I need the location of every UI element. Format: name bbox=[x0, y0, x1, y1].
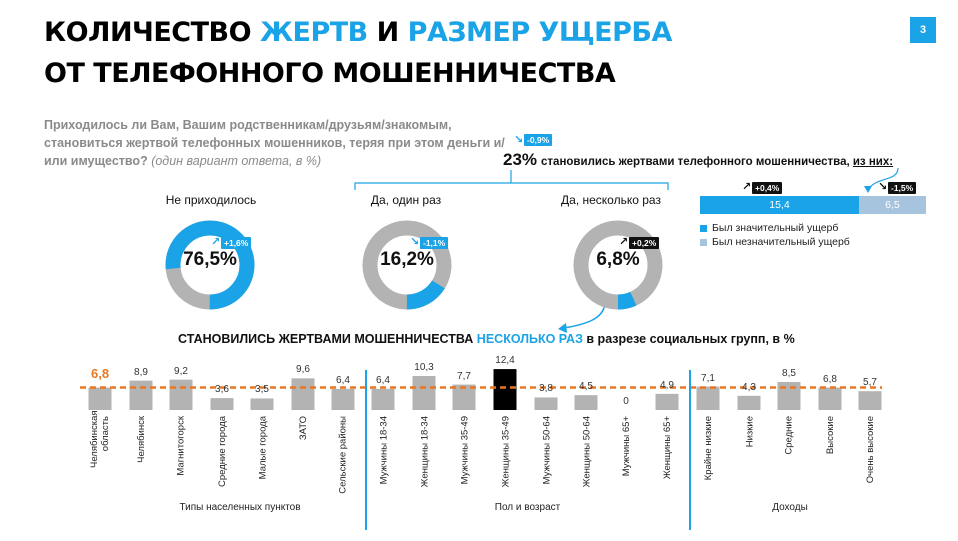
bar bbox=[534, 397, 558, 410]
bar bbox=[818, 387, 842, 410]
bar-category-label: Мужчины 65+ bbox=[620, 416, 632, 477]
bar bbox=[655, 393, 679, 410]
legend-swatch bbox=[700, 224, 707, 232]
bar-category-label: Женщины 35-49 bbox=[499, 416, 511, 488]
donut-value-several: 6,8% bbox=[596, 249, 640, 270]
arrow-up-icon: ↗ bbox=[742, 181, 752, 193]
damage-bar-significant: 15,4 bbox=[700, 196, 859, 214]
damage-bar: 15,4 6,5 bbox=[700, 196, 926, 214]
group-divider bbox=[689, 370, 691, 530]
group-divider bbox=[365, 370, 367, 530]
bar-value-label: 10,3 bbox=[414, 362, 434, 373]
bar-category-label: Крайне низкие bbox=[702, 416, 714, 481]
bar bbox=[250, 398, 274, 410]
bar-category-label: Низкие bbox=[743, 416, 755, 448]
donut-label-several: Да, несколько раз bbox=[561, 193, 661, 207]
bar-category-label: Мужчины 18-34 bbox=[377, 416, 389, 485]
bar bbox=[858, 391, 882, 410]
question-text: Приходилось ли Вам, Вашим родственникам/… bbox=[44, 118, 505, 168]
bar-value-label: 5,7 bbox=[863, 377, 877, 389]
bar bbox=[169, 379, 193, 410]
bar bbox=[88, 387, 112, 410]
bar bbox=[371, 388, 395, 410]
donut-chart-never bbox=[165, 220, 255, 310]
bar-value-label: 12,4 bbox=[495, 355, 515, 367]
bar-value-label: 6,8 bbox=[823, 373, 837, 385]
damage-bar-minor: 6,5 bbox=[858, 196, 926, 214]
bar-category-label: Мужчины 35-49 bbox=[458, 416, 470, 485]
victims-change-badge: -0,9% bbox=[524, 134, 553, 146]
bar bbox=[291, 378, 315, 410]
bar-value-label: 9,2 bbox=[174, 365, 188, 377]
bar bbox=[210, 398, 234, 410]
bar-value-label: 7,7 bbox=[457, 370, 471, 382]
bar-category-label: Средние города bbox=[216, 416, 228, 487]
bar-value-label: 6,4 bbox=[336, 374, 350, 386]
bar-category-label: Средние bbox=[783, 416, 795, 455]
bar-value-label: 7,1 bbox=[701, 372, 715, 384]
section-title: СТАНОВИЛИСЬ ЖЕРТВАМИ МОШЕННИЧЕСТВА НЕСКО… bbox=[178, 332, 795, 346]
arrow-down-icon: ↘ bbox=[514, 134, 524, 146]
group-label: Пол и возраст bbox=[494, 502, 561, 513]
bar-category-label: Высокие bbox=[824, 416, 836, 455]
page-title-line1: КОЛИЧЕСТВО ЖЕРТВ И РАЗМЕР УЩЕРБА bbox=[44, 17, 672, 48]
bar-category-label: Женщины 50-64 bbox=[580, 416, 592, 488]
donut-chart-several bbox=[573, 220, 663, 310]
bar-value-label: 3,6 bbox=[215, 384, 229, 396]
bar-value-label: 3,5 bbox=[255, 384, 269, 396]
bar bbox=[129, 380, 153, 410]
bar bbox=[737, 395, 761, 410]
bar-value-label: 4,5 bbox=[579, 381, 593, 393]
bar-value-label: 4,3 bbox=[742, 381, 756, 393]
bar bbox=[777, 381, 801, 410]
bar-category-label: Мужчины 50-64 bbox=[540, 416, 552, 485]
group-label: Доходы bbox=[772, 502, 808, 513]
donut-slice bbox=[362, 220, 452, 310]
group-label: Типы населенных пунктов bbox=[179, 502, 301, 513]
bar-category-label: Сельские районы bbox=[337, 416, 349, 494]
bar bbox=[574, 395, 598, 410]
bar-category-label: Челябинск bbox=[135, 416, 147, 463]
bar bbox=[452, 384, 476, 410]
bar-category-label: ЗАТО bbox=[297, 416, 309, 441]
donut-value-never: 76,5% bbox=[183, 249, 237, 270]
bar-category-label: Челябинская область bbox=[89, 410, 111, 468]
bar-value-label: 0 bbox=[623, 396, 629, 407]
bar-value-label: 8,5 bbox=[782, 367, 796, 379]
bar-category-label: Очень высокие bbox=[864, 416, 876, 484]
bar-category-label: Магнитогорск bbox=[175, 416, 187, 476]
victims-summary: 23% становились жертвами телефонного моше… bbox=[503, 150, 894, 169]
arrow-up-icon: ↗ bbox=[211, 236, 221, 248]
donut-label-once: Да, один раз bbox=[370, 193, 442, 207]
page-title-line2: ОТ ТЕЛЕФОННОГО МОШЕННИЧЕСТВА bbox=[44, 58, 616, 89]
arrow-down-icon: ↘ bbox=[410, 236, 420, 248]
arrow-up-icon: ↗ bbox=[619, 236, 629, 248]
bar bbox=[331, 388, 355, 410]
bar-value-label: 6,4 bbox=[376, 374, 390, 386]
bar bbox=[412, 376, 436, 410]
bar-value-label: 9,6 bbox=[296, 364, 310, 376]
legend-minor: Был незначительный ущерб bbox=[700, 236, 850, 248]
donut-label-never: Не приходилось bbox=[165, 193, 257, 207]
bar-value-label: 3,8 bbox=[539, 383, 553, 395]
bar-category-label: Женщины 65+ bbox=[661, 416, 673, 480]
bar-value-label: 8,9 bbox=[134, 366, 148, 378]
legend-significant: Был значительный ущерб bbox=[700, 222, 838, 234]
legend-swatch bbox=[700, 238, 707, 246]
bar-category-label: Женщины 18-34 bbox=[418, 416, 430, 488]
bar bbox=[696, 386, 720, 410]
bar-value-label: 4,9 bbox=[660, 379, 674, 391]
donut-value-once: 16,2% bbox=[380, 249, 434, 270]
donut-slice bbox=[165, 220, 255, 310]
page-number: 3 bbox=[910, 17, 936, 43]
bar-category-label: Малые города bbox=[256, 416, 268, 480]
arrow-down-icon: ↘ bbox=[878, 181, 888, 193]
bar bbox=[493, 369, 517, 410]
reference-line-label: 6,8 bbox=[91, 365, 110, 381]
donut-chart-once bbox=[362, 220, 452, 310]
